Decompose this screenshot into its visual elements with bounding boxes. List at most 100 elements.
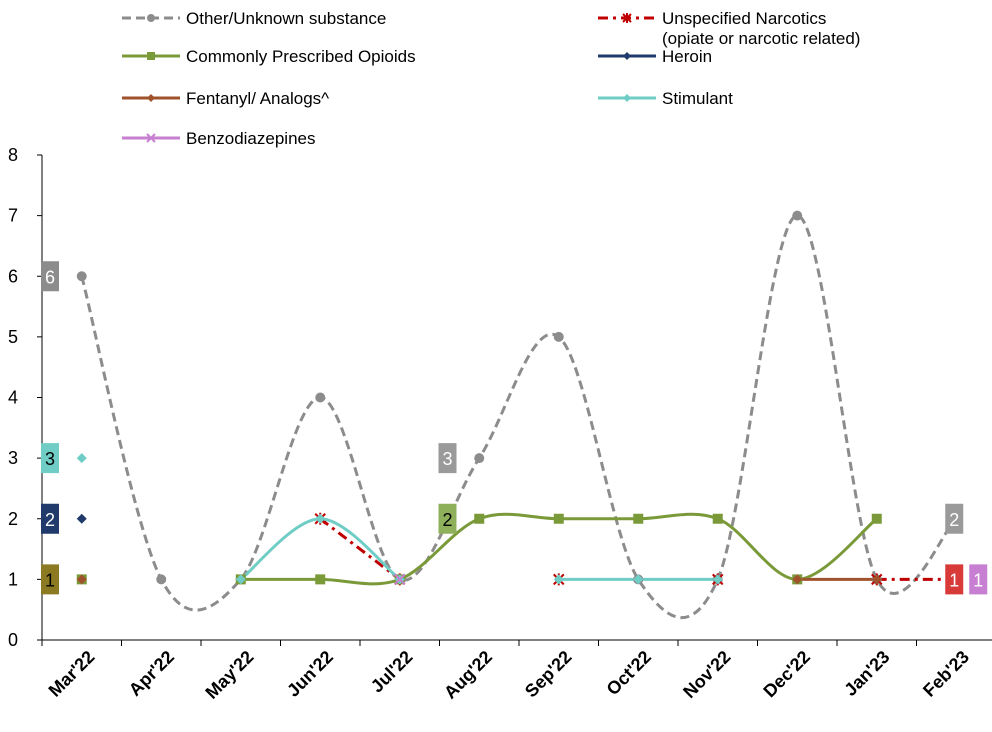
x-tick-label-mar-22: Mar'22 [45, 647, 99, 701]
legend-label: Other/Unknown substance [186, 9, 386, 28]
legend-item-fentanyl-analogs: Fentanyl/ Analogs^ [122, 89, 329, 108]
data-label: 1 [969, 564, 988, 595]
data-label-value: 3 [442, 449, 452, 469]
legend-label: Unspecified Narcotics [662, 9, 826, 28]
x-tick-label-jun-22: Jun'22 [283, 647, 337, 701]
data-label-value: 3 [45, 449, 55, 469]
legend-marker [146, 133, 156, 143]
series-point-other-unknown-substance [553, 331, 564, 342]
legend-label: (opiate or narcotic related) [662, 29, 860, 48]
series-point-commonly-prescribed-opioids [315, 574, 326, 585]
series-point-heroin [76, 513, 87, 524]
data-label-value: 2 [442, 510, 452, 530]
series-line-other-unknown-substance [80, 214, 958, 620]
x-tick-label-oct-22: Oct'22 [603, 647, 656, 700]
y-tick-label: 7 [8, 206, 18, 226]
legend-label: Fentanyl/ Analogs^ [186, 89, 329, 108]
legend-item-other-unknown-substance: Other/Unknown substance [122, 9, 386, 28]
legend-label: Benzodiazepines [186, 129, 315, 148]
legend-item-benzodiazepines: Benzodiazepines [122, 129, 315, 148]
data-label-box [41, 503, 59, 534]
legend-label: Stimulant [662, 89, 733, 108]
legend-marker [622, 13, 632, 23]
legend-marker [147, 52, 155, 60]
x-tick-label-aug-22: Aug'22 [440, 647, 496, 703]
legend-item-heroin: Heroin [598, 47, 712, 66]
data-label-value: 2 [949, 510, 959, 530]
data-label-box [41, 564, 59, 595]
data-label-value: 2 [45, 510, 55, 530]
data-label-value: 1 [45, 570, 55, 590]
series-point-commonly-prescribed-opioids [474, 513, 485, 524]
legend-marker [623, 94, 631, 102]
x-tick-label-feb-23: Feb'23 [919, 647, 973, 701]
data-label-box [41, 261, 59, 292]
series-point-stimulant [235, 574, 246, 585]
legend-item-commonly-prescribed-opioids: Commonly Prescribed Opioids [122, 47, 416, 66]
series-point-commonly-prescribed-opioids [553, 513, 564, 524]
data-label: 2 [945, 503, 964, 534]
x-tick-label-jul-22: Jul'22 [367, 647, 417, 697]
data-label: 1 [945, 564, 964, 595]
legend-marker [147, 14, 155, 22]
x-tick-label-apr-22: Apr'22 [125, 647, 178, 700]
y-axis: 0 1 2 3 4 5 6 7 8 [8, 145, 43, 650]
series-point-stimulant [315, 513, 326, 524]
y-tick-label: 1 [8, 569, 18, 589]
data-label: 2 [438, 503, 457, 534]
x-tick-label-jan-23: Jan'23 [840, 647, 893, 700]
series-point-other-unknown-substance [156, 574, 167, 585]
y-tick-label: 2 [8, 509, 18, 529]
y-tick-label: 3 [8, 448, 18, 468]
series-point-other-unknown-substance [315, 392, 326, 403]
legend-item-stimulant: Stimulant [598, 89, 733, 108]
series-point-stimulant [633, 574, 644, 585]
x-tick-label-dec-22: Dec'22 [759, 647, 814, 702]
data-label-box [945, 564, 964, 595]
series-point-stimulant [712, 574, 723, 585]
series-point-benzodiazepines [394, 573, 406, 586]
series-point-stimulant [553, 574, 564, 585]
legend-label: Commonly Prescribed Opioids [186, 47, 416, 66]
series-line-unspecified-narcotics-opiate-or-narcotic-related [319, 517, 401, 581]
data-label-box [969, 564, 988, 595]
y-tick-label: 5 [8, 327, 18, 347]
series-point-commonly-prescribed-opioids [871, 513, 882, 524]
series-markers [76, 210, 962, 586]
series-point-stimulant [76, 453, 87, 464]
y-tick-label: 4 [8, 388, 18, 408]
y-tick-label: 6 [8, 266, 18, 286]
data-label: 3 [41, 443, 59, 474]
series-point-fentanyl-analogs [792, 574, 803, 585]
data-label-value: 1 [973, 570, 983, 590]
data-label-box [438, 503, 457, 534]
legend-item-unspecified-narcotics-opiate-or-narcotic-related: Unspecified Narcotics(opiate or narcotic… [598, 9, 860, 48]
data-label-value: 1 [949, 570, 959, 590]
data-label-box [41, 443, 59, 474]
legend-marker [623, 52, 631, 60]
y-tick-label: 8 [8, 145, 18, 165]
data-label: 3 [438, 443, 457, 474]
series-line-stimulant [239, 517, 401, 581]
data-label-value: 6 [45, 267, 55, 287]
series-point-commonly-prescribed-opioids [633, 513, 644, 524]
series-point-other-unknown-substance [792, 210, 803, 221]
data-label-box [945, 503, 964, 534]
series-point-other-unknown-substance [474, 453, 485, 464]
series-point-fentanyl-analogs [76, 574, 87, 585]
series-point-commonly-prescribed-opioids [712, 513, 723, 524]
x-axis: Mar'22 Apr'22 May'22 Jun'22 Jul'22 Aug'22 Sep'… [41, 639, 992, 703]
data-label: 2 [41, 503, 59, 534]
series-lines [80, 214, 958, 620]
y-tick-label: 0 [8, 630, 18, 650]
legend-label: Heroin [662, 47, 712, 66]
series-point-fentanyl-analogs [871, 574, 882, 585]
data-label: 1 [41, 564, 59, 595]
legend-marker [147, 94, 155, 102]
series-point-other-unknown-substance [76, 271, 87, 282]
x-tick-label-may-22: May'22 [201, 647, 257, 703]
legend: Other/Unknown substance Unspecified Narco… [122, 9, 860, 148]
x-tick-label-nov-22: Nov'22 [679, 647, 734, 702]
